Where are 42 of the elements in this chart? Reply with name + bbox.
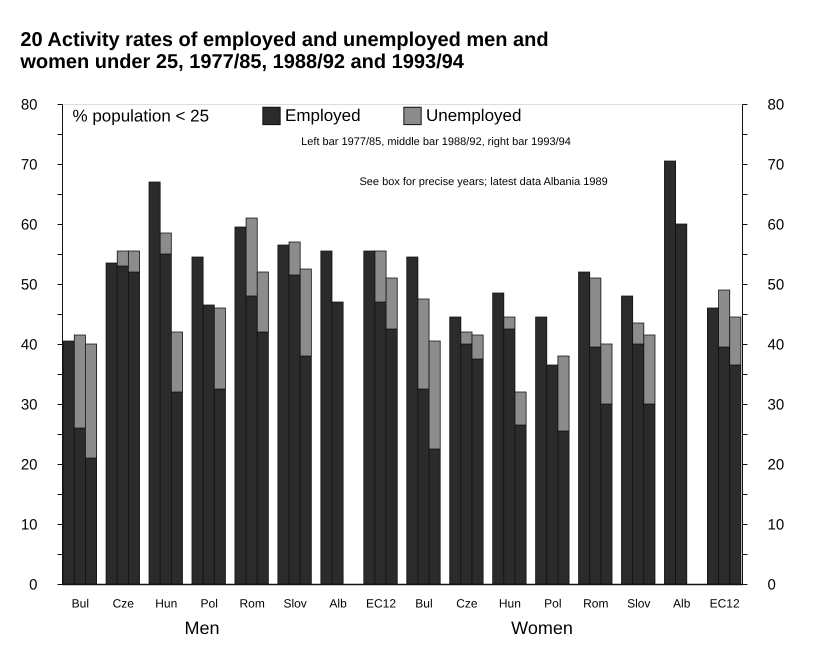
y2-tick-label: 60 <box>768 216 784 234</box>
legend-label: Employed <box>285 106 361 125</box>
x-tick-label: Pol <box>544 596 562 610</box>
y-tick-label: 80 <box>20 96 38 114</box>
y-tick-label: 0 <box>29 576 38 594</box>
chart-title: 20 Activity rates of employed and unemployed men and women under 25, 1977/85, 1988/92 and 1993/94 <box>19 29 549 73</box>
x-tick-label: Hun <box>155 596 178 610</box>
x-tick-label: Bul <box>415 596 433 610</box>
y2-tick-label: 70 <box>768 156 784 174</box>
y-tick-label: 30 <box>20 396 38 414</box>
y-tick-label: 70 <box>20 156 38 174</box>
y2-tick-label: 80 <box>768 96 784 114</box>
x-tick-label: Hun <box>498 596 521 610</box>
x-tick-label: Rom <box>583 596 608 610</box>
legend-label: Unemployed <box>426 106 522 125</box>
y-tick-label: 20 <box>20 456 38 474</box>
annotation: See box for precise years; latest data Albania 1989 <box>359 176 608 188</box>
y-axis-title: % population < 25 <box>72 106 210 126</box>
x-tick-label: EC12 <box>366 596 396 610</box>
y2-tick-label: 20 <box>768 456 784 474</box>
x-tick-label: Slov <box>283 596 307 610</box>
y2-tick-label: 0 <box>768 576 776 594</box>
y2-tick-label: 30 <box>768 396 784 414</box>
x-tick-label: EC12 <box>710 596 740 610</box>
x-tick-label: Alb <box>673 596 691 610</box>
y-tick-label: 10 <box>20 516 38 534</box>
y-tick-label: 50 <box>20 276 38 294</box>
x-tick-label: Cze <box>112 596 134 610</box>
y2-tick-label: 50 <box>768 276 784 294</box>
annotation: Left bar 1977/85, middle bar 1988/92, right bar 1993/94 <box>301 136 571 148</box>
x-tick-label: Slov <box>627 596 650 610</box>
y2-tick-label: 10 <box>768 516 784 534</box>
x-tick-label: Alb <box>329 596 348 610</box>
x-tick-label: Pol <box>200 596 218 610</box>
x-tick-label: Cze <box>456 596 478 610</box>
y-tick-label: 60 <box>20 216 38 234</box>
y-tick-label: 40 <box>20 336 38 354</box>
y2-tick-label: 40 <box>768 336 784 354</box>
x-tick-label: Bul <box>72 596 90 610</box>
text: Women <box>511 618 573 638</box>
x-tick-label: Rom <box>239 596 265 610</box>
text: Men <box>184 618 220 638</box>
